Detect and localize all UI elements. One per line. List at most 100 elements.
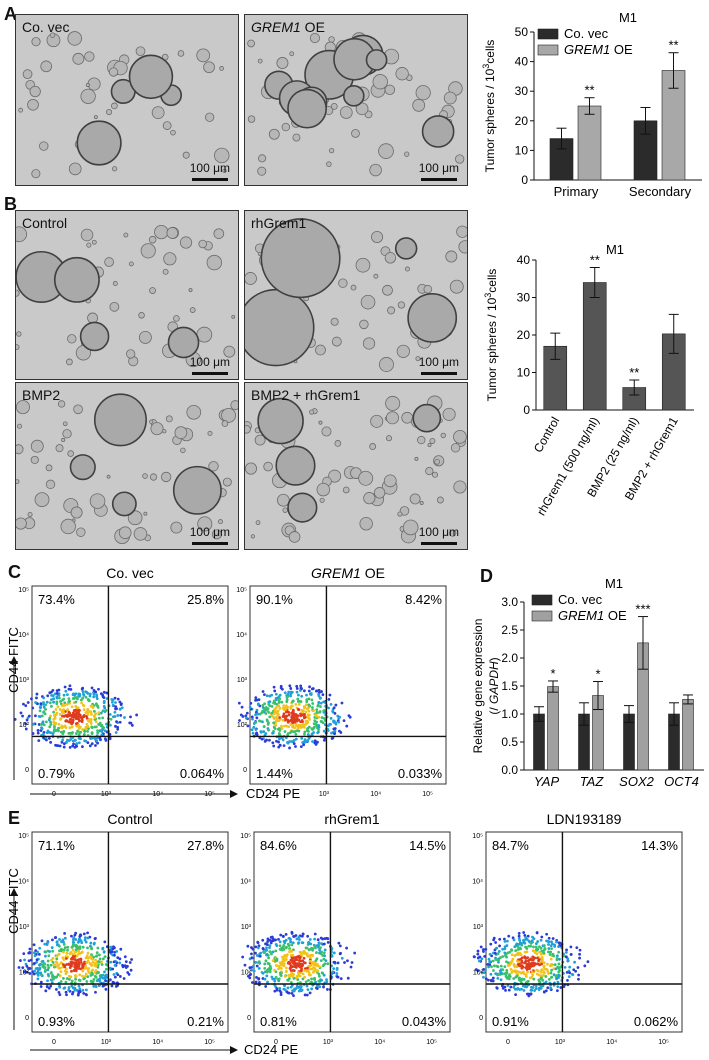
- event-dot: [267, 710, 271, 714]
- quadrant-ul: 84.6%: [260, 838, 297, 853]
- event-dot: [496, 976, 500, 980]
- event-dot: [319, 701, 323, 705]
- x-tick-label: 10³: [101, 1039, 112, 1046]
- event-dot: [94, 725, 98, 729]
- event-dot: [353, 951, 357, 955]
- event-dot: [322, 957, 326, 961]
- event-dot: [549, 950, 553, 954]
- event-dot: [540, 976, 543, 980]
- event-dot: [316, 740, 319, 744]
- event-dot: [60, 947, 63, 951]
- event-dot: [25, 964, 29, 968]
- cell: [162, 121, 172, 130]
- event-dot: [516, 987, 520, 990]
- cell: [104, 257, 114, 267]
- event-dot: [476, 956, 480, 960]
- event-dot: [553, 963, 557, 967]
- flow-plot-title: GREM1 OE: [311, 565, 385, 581]
- y-tick-label: 10⁵: [236, 587, 247, 594]
- event-dot: [515, 974, 519, 978]
- cell: [425, 466, 434, 476]
- event-dot: [35, 958, 39, 962]
- event-dot: [542, 964, 546, 968]
- event-dot: [313, 725, 316, 729]
- event-dot: [307, 697, 311, 701]
- event-dot: [93, 716, 97, 719]
- cell: [456, 225, 467, 238]
- event-dot: [321, 693, 325, 697]
- y-tick-label: 10⁴: [240, 879, 251, 886]
- event-dot: [310, 687, 314, 691]
- event-dot: [94, 744, 97, 747]
- cell: [436, 496, 444, 504]
- event-dot: [276, 713, 280, 717]
- event-dot: [86, 724, 90, 728]
- event-dot: [57, 966, 61, 970]
- event-dot: [113, 710, 117, 714]
- event-dot: [544, 980, 548, 984]
- event-dot: [61, 938, 65, 942]
- event-dot: [292, 742, 296, 746]
- event-dot: [320, 978, 323, 982]
- event-dot: [60, 740, 64, 744]
- cell: [221, 407, 237, 423]
- event-dot: [295, 975, 299, 978]
- event-dot: [295, 719, 299, 723]
- event-dot: [541, 978, 545, 982]
- event-dot: [332, 967, 336, 971]
- event-dot: [261, 690, 265, 693]
- event-dot: [503, 945, 507, 949]
- event-dot: [43, 712, 47, 716]
- event-dot: [281, 934, 285, 938]
- event-dot: [258, 980, 261, 984]
- tumor-sphere: [79, 321, 110, 352]
- event-dot: [89, 710, 92, 714]
- cell: [309, 32, 320, 44]
- event-dot: [32, 972, 36, 976]
- event-dot: [78, 692, 82, 696]
- event-dot: [55, 691, 59, 695]
- cell: [72, 52, 85, 65]
- event-dot: [533, 956, 537, 960]
- cell: [30, 439, 44, 453]
- event-dot: [99, 692, 103, 696]
- event-dot: [549, 986, 553, 990]
- event-dot: [552, 973, 556, 977]
- event-dot: [261, 947, 265, 951]
- x-tick-label: 10⁵: [426, 1039, 437, 1046]
- event-dot: [262, 730, 266, 733]
- event-dot: [342, 719, 346, 723]
- cell: [339, 106, 353, 119]
- event-dot: [277, 727, 281, 730]
- cell: [384, 84, 396, 96]
- y-tick-label: 10³: [237, 677, 248, 684]
- cell: [67, 31, 82, 46]
- event-dot: [274, 706, 278, 709]
- event-dot: [300, 967, 303, 971]
- event-dot: [562, 985, 566, 989]
- event-dot: [66, 708, 69, 712]
- cell: [385, 395, 401, 411]
- event-dot: [109, 945, 113, 949]
- event-dot: [315, 944, 319, 948]
- event-dot: [82, 991, 86, 995]
- bar: [533, 713, 545, 771]
- event-dot: [345, 724, 349, 728]
- event-dot: [250, 952, 253, 956]
- significance-label: **: [590, 253, 600, 268]
- cell: [431, 471, 438, 478]
- event-dot: [111, 980, 115, 984]
- event-dot: [268, 738, 271, 742]
- event-dot: [268, 970, 272, 974]
- event-dot: [547, 943, 550, 946]
- event-dot: [127, 972, 131, 976]
- event-dot: [49, 731, 53, 735]
- event-dot: [87, 698, 90, 702]
- event-dot: [518, 951, 522, 955]
- event-dot: [68, 963, 72, 967]
- event-dot: [81, 690, 85, 693]
- cell: [80, 228, 94, 242]
- tumor-sphere: [167, 326, 200, 359]
- event-dot: [289, 694, 293, 698]
- event-dot: [322, 738, 326, 742]
